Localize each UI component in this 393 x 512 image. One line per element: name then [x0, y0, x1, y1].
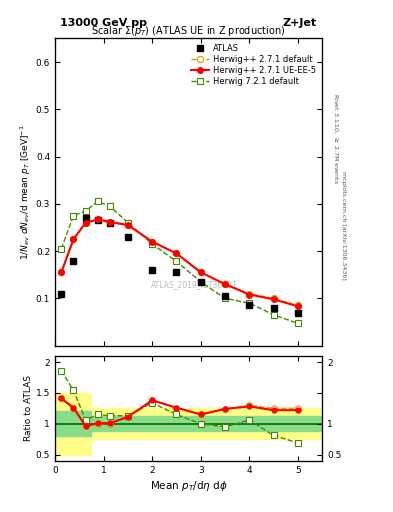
Herwig 7.2.1 default — [198, 279, 203, 285]
ATLAS — [271, 305, 276, 311]
Herwig++ 2.7.1 default — [125, 222, 130, 228]
Herwig 7.2.1 default — [223, 295, 228, 302]
Herwig 7.2.1 default — [59, 246, 64, 252]
Herwig++ 2.7.1 UE-EE-5 — [223, 281, 228, 287]
Herwig++ 2.7.1 UE-EE-5 — [83, 220, 88, 226]
ATLAS — [150, 267, 154, 273]
Y-axis label: Ratio to ATLAS: Ratio to ATLAS — [24, 375, 33, 441]
Title: Scalar $\Sigma(p_{T})$ (ATLAS UE in Z production): Scalar $\Sigma(p_{T})$ (ATLAS UE in Z pr… — [92, 24, 286, 38]
Herwig 7.2.1 default — [174, 259, 179, 265]
ATLAS — [59, 290, 64, 296]
X-axis label: Mean $p_{T}$/d$\eta$ d$\phi$: Mean $p_{T}$/d$\eta$ d$\phi$ — [150, 479, 228, 493]
ATLAS — [71, 259, 76, 265]
Text: ATLAS_2019_I1736531: ATLAS_2019_I1736531 — [151, 280, 237, 289]
ATLAS — [247, 303, 252, 309]
Herwig++ 2.7.1 UE-EE-5 — [125, 222, 130, 228]
Herwig++ 2.7.1 default — [108, 220, 112, 226]
Herwig++ 2.7.1 default — [271, 295, 276, 302]
Text: 13000 GeV pp: 13000 GeV pp — [61, 17, 147, 28]
Herwig++ 2.7.1 UE-EE-5 — [95, 217, 100, 223]
Herwig++ 2.7.1 default — [198, 269, 203, 275]
Herwig++ 2.7.1 default — [59, 269, 64, 275]
ATLAS — [95, 217, 100, 223]
Herwig++ 2.7.1 UE-EE-5 — [247, 291, 252, 297]
Herwig 7.2.1 default — [125, 220, 130, 226]
Herwig++ 2.7.1 default — [247, 290, 252, 296]
Legend: ATLAS, Herwig++ 2.7.1 default, Herwig++ 2.7.1 UE-EE-5, Herwig 7.2.1 default: ATLAS, Herwig++ 2.7.1 default, Herwig++ … — [189, 42, 318, 88]
ATLAS — [174, 269, 179, 275]
Text: mcplots.cern.ch [arXiv:1306.3436]: mcplots.cern.ch [arXiv:1306.3436] — [342, 171, 346, 280]
Herwig++ 2.7.1 UE-EE-5 — [150, 239, 154, 245]
Y-axis label: $1/N_{ev}$ $dN_{ev}$/d mean $p_{T}$ [GeV]$^{-1}$: $1/N_{ev}$ $dN_{ev}$/d mean $p_{T}$ [GeV… — [18, 124, 33, 260]
Herwig++ 2.7.1 default — [223, 281, 228, 287]
Herwig++ 2.7.1 UE-EE-5 — [59, 269, 64, 275]
Herwig++ 2.7.1 UE-EE-5 — [108, 219, 112, 225]
Herwig++ 2.7.1 default — [296, 303, 300, 309]
Herwig 7.2.1 default — [83, 208, 88, 214]
Herwig 7.2.1 default — [71, 212, 76, 219]
Herwig++ 2.7.1 UE-EE-5 — [271, 296, 276, 303]
Herwig 7.2.1 default — [108, 203, 112, 209]
ATLAS — [108, 220, 112, 226]
Herwig++ 2.7.1 UE-EE-5 — [174, 250, 179, 257]
Herwig 7.2.1 default — [271, 312, 276, 318]
Herwig 7.2.1 default — [296, 321, 300, 327]
Text: Rivet 3.1.10, $\geq$ 2.7M events: Rivet 3.1.10, $\geq$ 2.7M events — [332, 93, 340, 184]
Herwig++ 2.7.1 default — [95, 217, 100, 223]
ATLAS — [223, 293, 228, 299]
Herwig++ 2.7.1 default — [150, 239, 154, 245]
Herwig++ 2.7.1 default — [83, 220, 88, 226]
Line: Herwig 7.2.1 default: Herwig 7.2.1 default — [58, 198, 301, 327]
Line: ATLAS: ATLAS — [58, 215, 301, 316]
ATLAS — [125, 234, 130, 240]
Herwig 7.2.1 default — [95, 198, 100, 204]
ATLAS — [83, 215, 88, 221]
Herwig++ 2.7.1 UE-EE-5 — [198, 269, 203, 275]
Herwig++ 2.7.1 UE-EE-5 — [71, 236, 76, 242]
Text: Z+Jet: Z+Jet — [283, 17, 317, 28]
Herwig++ 2.7.1 default — [174, 250, 179, 257]
Herwig 7.2.1 default — [247, 300, 252, 306]
ATLAS — [198, 279, 203, 285]
Line: Herwig++ 2.7.1 UE-EE-5: Herwig++ 2.7.1 UE-EE-5 — [59, 217, 301, 309]
Line: Herwig++ 2.7.1 default: Herwig++ 2.7.1 default — [58, 217, 301, 309]
Herwig++ 2.7.1 UE-EE-5 — [296, 303, 300, 309]
ATLAS — [296, 310, 300, 316]
Herwig 7.2.1 default — [150, 241, 154, 247]
Herwig++ 2.7.1 default — [71, 236, 76, 242]
